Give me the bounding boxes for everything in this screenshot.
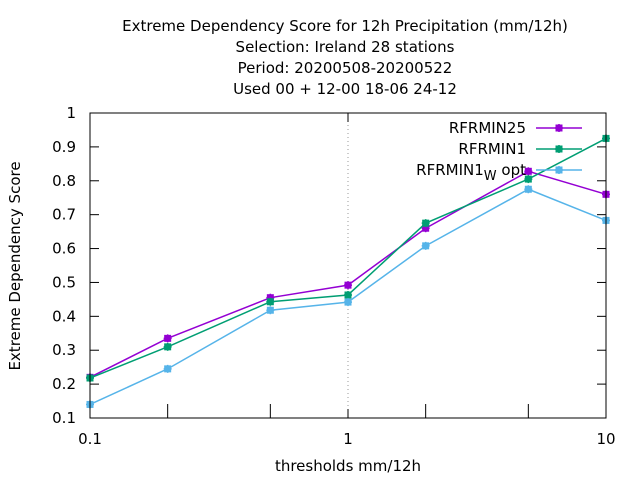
- legend-label-2: RFRMIN1W opt: [416, 161, 526, 184]
- y-tick-label: 0.1: [52, 409, 76, 427]
- legend-marker-2: [555, 166, 563, 174]
- title-line-2: Selection: Ireland 28 stations: [236, 38, 455, 56]
- legend-label-0: RFRMIN25: [449, 119, 526, 137]
- title-line-1: Extreme Dependency Score for 12h Precipi…: [122, 17, 568, 35]
- y-tick-label: 1: [66, 104, 76, 122]
- y-tick-label: 0.4: [52, 307, 76, 325]
- x-tick-label: 0.1: [78, 430, 102, 448]
- y-tick-label: 0.8: [52, 172, 76, 190]
- y-tick-label: 0.6: [52, 240, 76, 258]
- data-point: [163, 364, 172, 373]
- series-group: [86, 134, 610, 409]
- x-tick-label: 10: [596, 430, 615, 448]
- legend: RFRMIN25 RFRMIN1 RFRMIN1W opt: [416, 119, 582, 184]
- y-tick-label: 0.5: [52, 273, 76, 291]
- data-point: [524, 185, 533, 194]
- data-point: [266, 297, 275, 306]
- data-point: [163, 342, 172, 351]
- title-line-3: Period: 20200508-20200522: [238, 59, 453, 77]
- data-point: [344, 298, 352, 307]
- y-tick-label: 0.7: [52, 206, 76, 224]
- legend-marker-1: [555, 145, 563, 153]
- y-tick-label: 0.3: [52, 341, 76, 359]
- tick-labels: 0.1 0.2 0.3 0.4 0.5 0.6 0.7 0.8 0.9 1 0.1 1 10: [52, 104, 615, 448]
- data-point: [163, 334, 172, 343]
- title-line-4: Used 00 + 12-00 18-06 24-12: [233, 80, 457, 98]
- x-axis-label: thresholds mm/12h: [275, 457, 421, 475]
- data-point: [524, 167, 533, 176]
- data-point: [421, 241, 430, 250]
- chart-title: Extreme Dependency Score for 12h Precipi…: [122, 17, 568, 98]
- data-point: [524, 175, 533, 184]
- data-point: [344, 290, 352, 299]
- plot-frame: [89, 112, 607, 419]
- y-axis-label: Extreme Dependency Score: [6, 161, 24, 370]
- data-point: [421, 219, 430, 228]
- y-tick-label: 0.9: [52, 138, 76, 156]
- legend-marker-0: [555, 124, 563, 132]
- x-tick-label: 1: [343, 430, 353, 448]
- y-tick-label: 0.2: [52, 375, 76, 393]
- legend-label-1: RFRMIN1: [458, 140, 526, 158]
- data-point: [344, 281, 352, 290]
- data-point: [266, 306, 275, 315]
